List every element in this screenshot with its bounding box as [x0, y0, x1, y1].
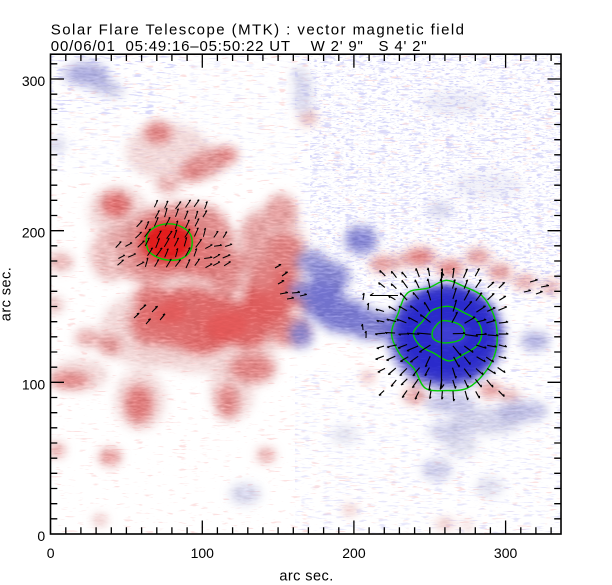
svg-text:arc sec.: arc sec.: [0, 267, 15, 321]
svg-text:0: 0: [47, 545, 55, 561]
svg-text:200: 200: [342, 545, 366, 561]
svg-text:300: 300: [22, 73, 46, 89]
svg-text:200: 200: [22, 225, 46, 241]
svg-text:arc sec.: arc sec.: [279, 569, 333, 585]
svg-text:0: 0: [37, 528, 45, 544]
svg-text:Solar Flare Telescope (MTK) :: Solar Flare Telescope (MTK) : vector mag…: [51, 22, 466, 39]
svg-text:100: 100: [191, 545, 215, 561]
svg-text:00/06/01 05:49:16–05:50:22 UT: 00/06/01 05:49:16–05:50:22 UT W 2' 9" S …: [51, 38, 428, 55]
svg-text:100: 100: [22, 376, 46, 392]
svg-text:300: 300: [494, 545, 518, 561]
